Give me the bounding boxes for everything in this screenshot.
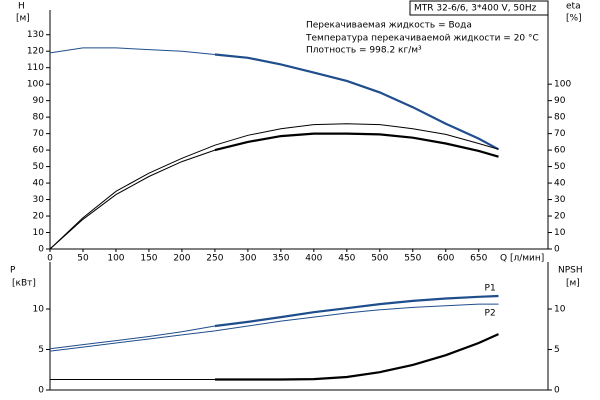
y2-tick-label: 70 [554, 129, 566, 139]
axis-title: [м] [566, 279, 580, 289]
y-tick-label: 120 [27, 47, 44, 57]
y2-tick-label: 10 [554, 304, 566, 314]
x-tick-label: 100 [107, 254, 124, 264]
x-tick-label: 450 [338, 254, 355, 264]
annotation: Плотность = 998.2 кг/м³ [306, 46, 422, 56]
y-tick-label: 10 [33, 304, 45, 314]
x-tick-label: 550 [404, 254, 421, 264]
y-tick-label: 70 [33, 129, 45, 139]
curve [214, 294, 499, 328]
curve [214, 132, 499, 158]
curve [49, 303, 499, 352]
annotation: Температура перекачиваемой жидкости = 20… [305, 34, 539, 44]
annotation: Перекачиваемая жидкость = Вода [306, 21, 472, 31]
y2-tick-label: 50 [554, 162, 566, 172]
axis-title: [кВт] [12, 279, 36, 289]
y-tick-label: 90 [33, 96, 45, 106]
annotation: MTR 32-6/6, 3*400 V, 50Hz [414, 4, 537, 14]
y-tick-label: 30 [33, 195, 45, 205]
curve [49, 325, 215, 350]
axis-title: H [18, 2, 25, 12]
y-tick-label: 80 [33, 113, 45, 123]
y2-tick-label: 0 [554, 245, 560, 255]
y2-tick-label: 100 [554, 80, 571, 90]
axis-title: P [10, 266, 16, 276]
y-tick-label: 40 [33, 179, 45, 189]
x-tick-label: 250 [206, 254, 223, 264]
y2-tick-label: 0 [554, 386, 560, 396]
x-tick-label: 50 [77, 254, 89, 264]
y2-tick-label: 90 [554, 96, 566, 106]
y-tick-label: 130 [27, 30, 44, 40]
curve [214, 333, 499, 381]
x-axis-title: Q [л/мин] [500, 254, 544, 264]
y-tick-label: 50 [33, 162, 45, 172]
curve [49, 123, 499, 250]
y-tick-label: 0 [38, 386, 44, 396]
x-tick-label: 300 [239, 254, 256, 264]
y-tick-label: 10 [33, 228, 45, 238]
y-tick-label: 60 [33, 146, 45, 156]
x-tick-label: 400 [305, 254, 322, 264]
curve [49, 149, 216, 250]
legend-box [409, 0, 549, 16]
axis-title: [%] [566, 14, 582, 24]
y2-tick-label: 10 [554, 228, 566, 238]
y-tick-label: 5 [38, 345, 44, 355]
y2-tick-label: 80 [554, 113, 566, 123]
curve [49, 47, 215, 55]
y2-tick-label: 40 [554, 179, 566, 189]
y-tick-label: 20 [33, 212, 45, 222]
x-tick-label: 150 [140, 254, 157, 264]
y-tick-label: 100 [27, 80, 44, 90]
axis-title: NPSH [558, 266, 583, 276]
x-tick-label: 200 [173, 254, 190, 264]
curve [214, 53, 500, 151]
x-tick-label: 600 [437, 254, 454, 264]
y2-tick-label: 5 [554, 345, 560, 355]
x-tick-label: 0 [47, 254, 53, 264]
x-tick-label: 650 [470, 254, 487, 264]
x-tick-label: 350 [272, 254, 289, 264]
x-tick-label: 500 [371, 254, 388, 264]
y-tick-label: 110 [27, 63, 44, 73]
y2-tick-label: 20 [554, 212, 566, 222]
series-label: P2 [485, 309, 496, 319]
axis-title: eta [566, 2, 581, 12]
y-tick-label: 0 [38, 245, 44, 255]
y2-tick-label: 30 [554, 195, 566, 205]
axis-title: [м] [16, 14, 30, 24]
series-label: P1 [485, 284, 496, 294]
y2-tick-label: 60 [554, 146, 566, 156]
